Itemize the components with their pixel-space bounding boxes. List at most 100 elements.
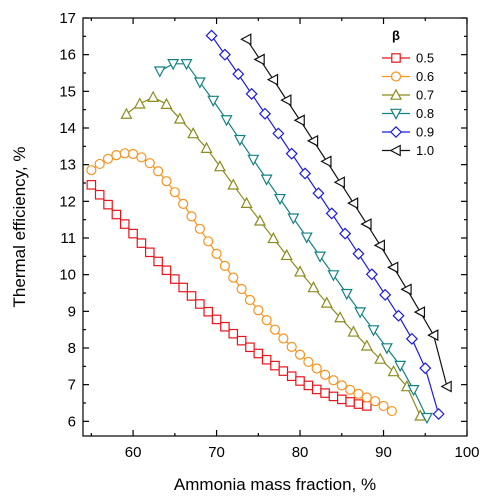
data-point (258, 107, 272, 120)
legend-item: 0.8 (382, 106, 434, 121)
data-point (325, 207, 338, 220)
legend-marker (391, 53, 401, 63)
data-point (378, 400, 389, 412)
data-point (269, 324, 281, 335)
data-point (347, 325, 360, 337)
data-point (345, 384, 356, 395)
data-point (187, 127, 200, 139)
data-point (346, 197, 359, 210)
data-point (160, 97, 173, 109)
data-point (232, 68, 245, 81)
data-point (407, 385, 420, 397)
data-point (147, 90, 160, 103)
data-point (303, 380, 314, 391)
data-point (178, 282, 188, 293)
data-point (153, 256, 163, 267)
data-point (327, 270, 340, 282)
data-point (360, 218, 372, 231)
data-point (240, 196, 253, 208)
data-point (307, 281, 320, 293)
legend-item: 0.9 (382, 125, 434, 140)
legend-label: 1.0 (416, 143, 434, 158)
data-point (236, 283, 247, 295)
series-line (211, 35, 440, 415)
data-point (360, 339, 373, 351)
data-point (440, 380, 452, 393)
legend-marker (389, 144, 401, 157)
data-point (178, 198, 189, 209)
data-point (220, 115, 233, 127)
data-point (244, 294, 256, 306)
data-point (194, 223, 205, 234)
data-point (133, 97, 146, 109)
data-point (286, 341, 297, 352)
data-point (227, 178, 240, 190)
data-point (170, 274, 180, 284)
legend-title: β (392, 28, 400, 43)
legend-label: 0.7 (416, 88, 434, 103)
y-tick-label: 7 (68, 377, 76, 394)
series-0-9 (205, 29, 445, 421)
data-point (119, 148, 130, 159)
x-axis-title: Ammonia mass fraction, % (174, 475, 376, 494)
data-point (311, 384, 322, 395)
data-point (392, 309, 405, 322)
series-0-8 (153, 59, 433, 425)
y-tick-label: 17 (59, 10, 76, 27)
legend-item: 0.5 (382, 51, 434, 66)
data-point (353, 388, 364, 399)
legend-label: 0.8 (416, 106, 434, 121)
data-point (94, 158, 105, 170)
series-line (246, 38, 448, 387)
data-point (379, 288, 392, 301)
data-point (328, 391, 339, 402)
data-point (260, 174, 273, 186)
series-0-7 (120, 90, 427, 421)
data-point (270, 360, 280, 371)
data-point (161, 176, 172, 187)
x-tick-label: 70 (208, 444, 225, 461)
series-layer (86, 29, 452, 425)
data-point (274, 193, 287, 206)
data-point (361, 392, 372, 403)
data-point (144, 158, 155, 169)
y-tick-label: 9 (68, 303, 76, 320)
plot-frame (82, 17, 468, 437)
data-point (261, 354, 272, 365)
data-point (119, 219, 130, 229)
data-point (228, 272, 239, 283)
data-point (352, 247, 365, 260)
data-point (207, 95, 220, 107)
data-point (272, 127, 285, 140)
data-point (261, 315, 272, 326)
data-point (103, 199, 113, 210)
data-point (387, 261, 399, 274)
data-point (365, 268, 378, 281)
data-point (280, 94, 292, 107)
data-point (319, 369, 331, 380)
legend-marker (390, 88, 402, 100)
data-point (394, 360, 407, 373)
data-point (205, 29, 218, 42)
data-point (240, 33, 252, 46)
data-point (180, 59, 193, 71)
legend-marker (390, 71, 402, 82)
data-point (169, 187, 180, 198)
data-point (128, 228, 138, 239)
series-0-6 (86, 148, 397, 417)
data-point (253, 214, 266, 226)
data-point (370, 396, 381, 407)
data-point (367, 325, 380, 337)
data-point (286, 371, 297, 382)
data-point (203, 236, 214, 247)
data-point (218, 48, 231, 61)
data-point (354, 307, 367, 319)
data-point (245, 342, 255, 353)
data-point (153, 66, 166, 78)
data-point (144, 247, 155, 258)
legend-marker (389, 125, 403, 139)
legend-item: 1.0 (382, 143, 434, 158)
data-point (320, 296, 333, 308)
data-point (320, 388, 330, 398)
